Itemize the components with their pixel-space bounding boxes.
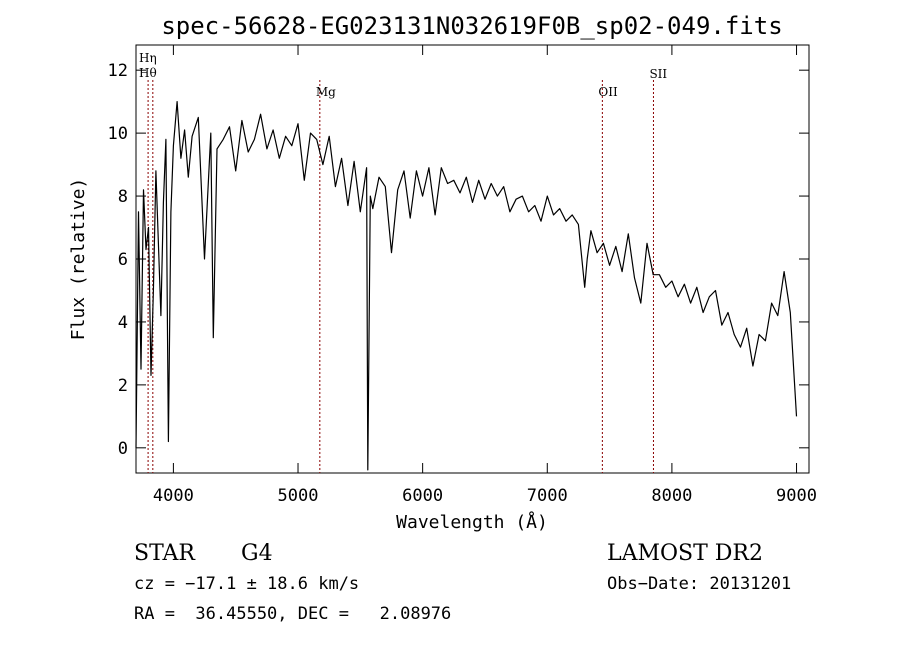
axis-ticks [136, 45, 809, 473]
spectral-line-label: Hη [139, 51, 157, 65]
coordinates: RA = 36.45550, DEC = 2.08976 [134, 604, 451, 624]
y-tick-label: 10 [108, 124, 128, 144]
x-tick-label: 5000 [278, 486, 319, 506]
x-tick-label: 4000 [153, 486, 194, 506]
x-tick-label: 6000 [402, 486, 443, 506]
x-tick-labels: 4000 5000 6000 7000 8000 9000 [153, 486, 817, 506]
spectral-line-label: Hθ [139, 66, 157, 80]
plot-frame [135, 44, 810, 474]
y-tick-label: 2 [118, 376, 128, 396]
y-tick-label: 4 [118, 313, 128, 333]
y-tick-label: 0 [118, 439, 128, 459]
object-type: STAR [134, 541, 196, 566]
x-tick-label: 8000 [651, 486, 692, 506]
spectral-line-label: Mg [316, 85, 336, 99]
x-tick-label: 9000 [776, 486, 817, 506]
survey-name: LAMOST DR2 [607, 541, 763, 566]
spectral-line-label: OII [598, 85, 618, 99]
y-tick-label: 6 [118, 250, 128, 270]
y-tick-label: 12 [108, 61, 128, 81]
y-axis-label: Flux (relative) [68, 178, 89, 341]
redshift-cz: cz = −17.1 ± 18.6 km/s [134, 574, 359, 594]
y-tick-labels: 0 2 4 6 8 10 12 [108, 61, 128, 459]
spectrum-line [135, 100, 798, 471]
y-tick-label: 8 [118, 187, 128, 207]
observation-date: Obs−Date: 20131201 [607, 574, 791, 594]
chart-title: spec-56628-EG023131N032619F0B_sp02-049.f… [161, 12, 782, 40]
object-subclass: G4 [241, 541, 273, 566]
x-axis-label: Wavelength (Å) [396, 511, 548, 533]
x-tick-label: 7000 [527, 486, 568, 506]
spectrum-series [135, 100, 798, 471]
spectral-line-label: SII [649, 67, 667, 81]
